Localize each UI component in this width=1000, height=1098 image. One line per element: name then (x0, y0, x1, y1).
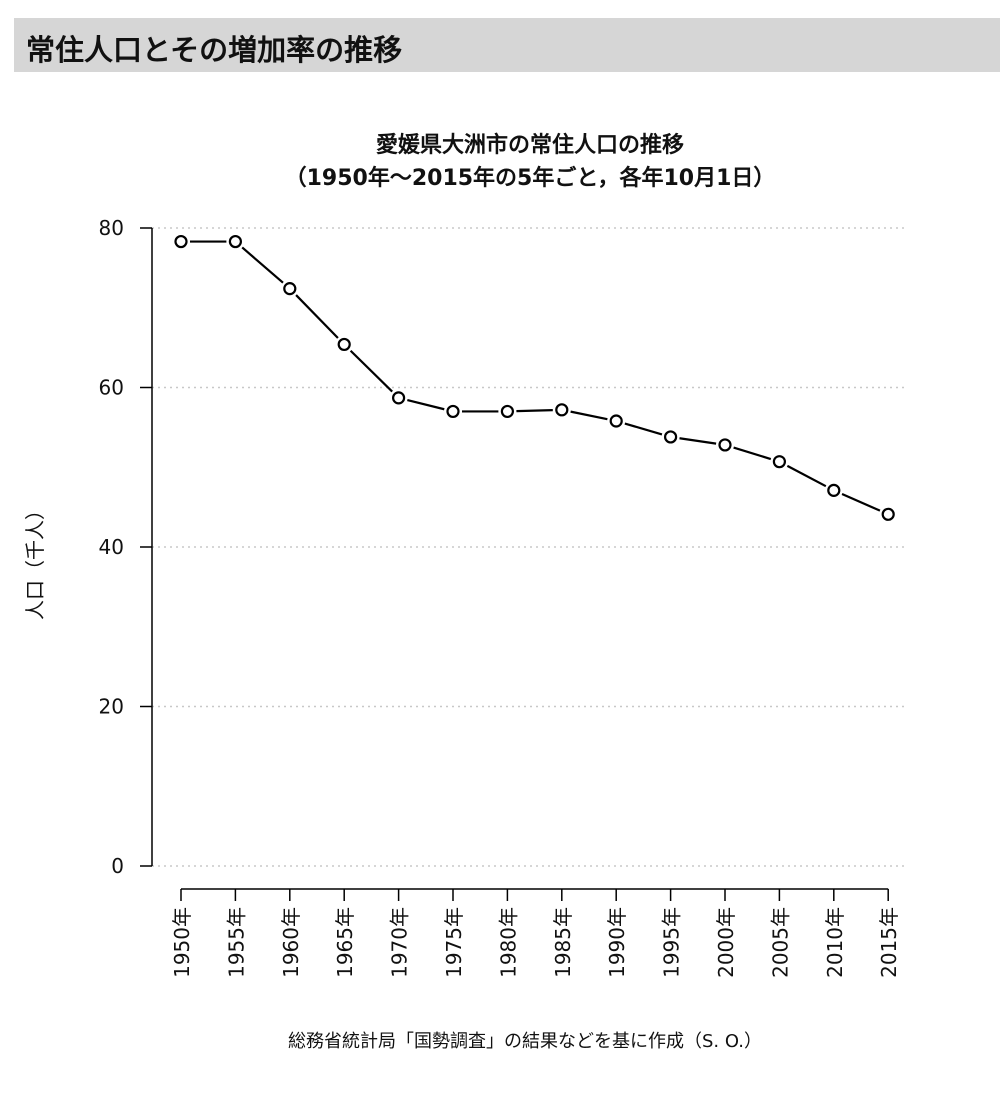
line-segment (733, 446, 772, 461)
data-point-1975年 (446, 404, 460, 419)
x-tick-label: 1990年 (605, 907, 629, 978)
x-tick-label: 1970年 (388, 907, 412, 978)
data-point-2005年 (772, 455, 787, 469)
y-tick-label: 80 (99, 216, 124, 240)
axes: 0 20 40 60 80 1950年 1955年 1960年 1965年 1970年 1975年 1… (99, 216, 902, 978)
line-segment (241, 246, 284, 284)
y-tick-label: 20 (99, 695, 124, 719)
data-point-1990年 (609, 414, 623, 428)
line-segment (516, 408, 553, 413)
line-segment (295, 294, 339, 339)
line-segment (841, 492, 881, 512)
x-tick-label: 1955年 (224, 907, 248, 978)
x-tick-label: 2000年 (714, 907, 738, 978)
header-bar: 常住人口とその増加率の推移 (14, 18, 1000, 72)
x-tick-label: 1950年 (170, 907, 194, 978)
x-tick-label: 1965年 (333, 907, 357, 978)
x-tick-label: 1985年 (551, 907, 575, 978)
y-tick-label: 0 (111, 854, 124, 878)
data-point-1970年 (392, 391, 406, 405)
line-segment (679, 437, 717, 445)
x-tick-label: 2005年 (768, 907, 792, 978)
source-note: 総務省統計局「国勢調査」の結果などを基に作成（S. O.） (288, 1031, 762, 1052)
grid-lines (152, 227, 905, 867)
page-title: 常住人口とその増加率の推移 (26, 33, 403, 67)
data-point-1980年 (500, 404, 514, 419)
x-tick-label: 1980年 (496, 907, 520, 978)
data-point-1995年 (663, 430, 678, 444)
line-segment (786, 464, 827, 488)
series-population (174, 234, 895, 521)
data-point-1955年 (228, 234, 242, 249)
data-point-1965年 (337, 337, 351, 352)
y-axis-label: 人口（千人） (23, 500, 47, 620)
line-segment (349, 349, 393, 393)
data-point-2000年 (718, 438, 732, 452)
line-segment (624, 422, 663, 436)
data-point-1985年 (555, 403, 569, 417)
y-tick-label: 60 (99, 376, 124, 400)
y-tick-label: 40 (99, 535, 124, 559)
data-point-1950年 (174, 234, 188, 249)
data-point-1960年 (283, 282, 297, 296)
chart-title-line2: （1950年～2015年の5年ごと，各年10月1日） (285, 165, 776, 191)
line-segment (407, 398, 445, 411)
data-point-2015年 (881, 507, 895, 521)
x-tick-label: 2010年 (823, 907, 847, 978)
x-tick-label: 1960年 (279, 907, 303, 978)
data-point-2010年 (827, 483, 841, 497)
x-tick-label: 2015年 (877, 907, 901, 978)
x-tick-label: 1995年 (660, 907, 684, 978)
line-segment (570, 410, 608, 421)
x-tick-label: 1975年 (442, 907, 466, 978)
chart-title-line1: 愛媛県大洲市の常住人口の推移 (376, 132, 684, 158)
